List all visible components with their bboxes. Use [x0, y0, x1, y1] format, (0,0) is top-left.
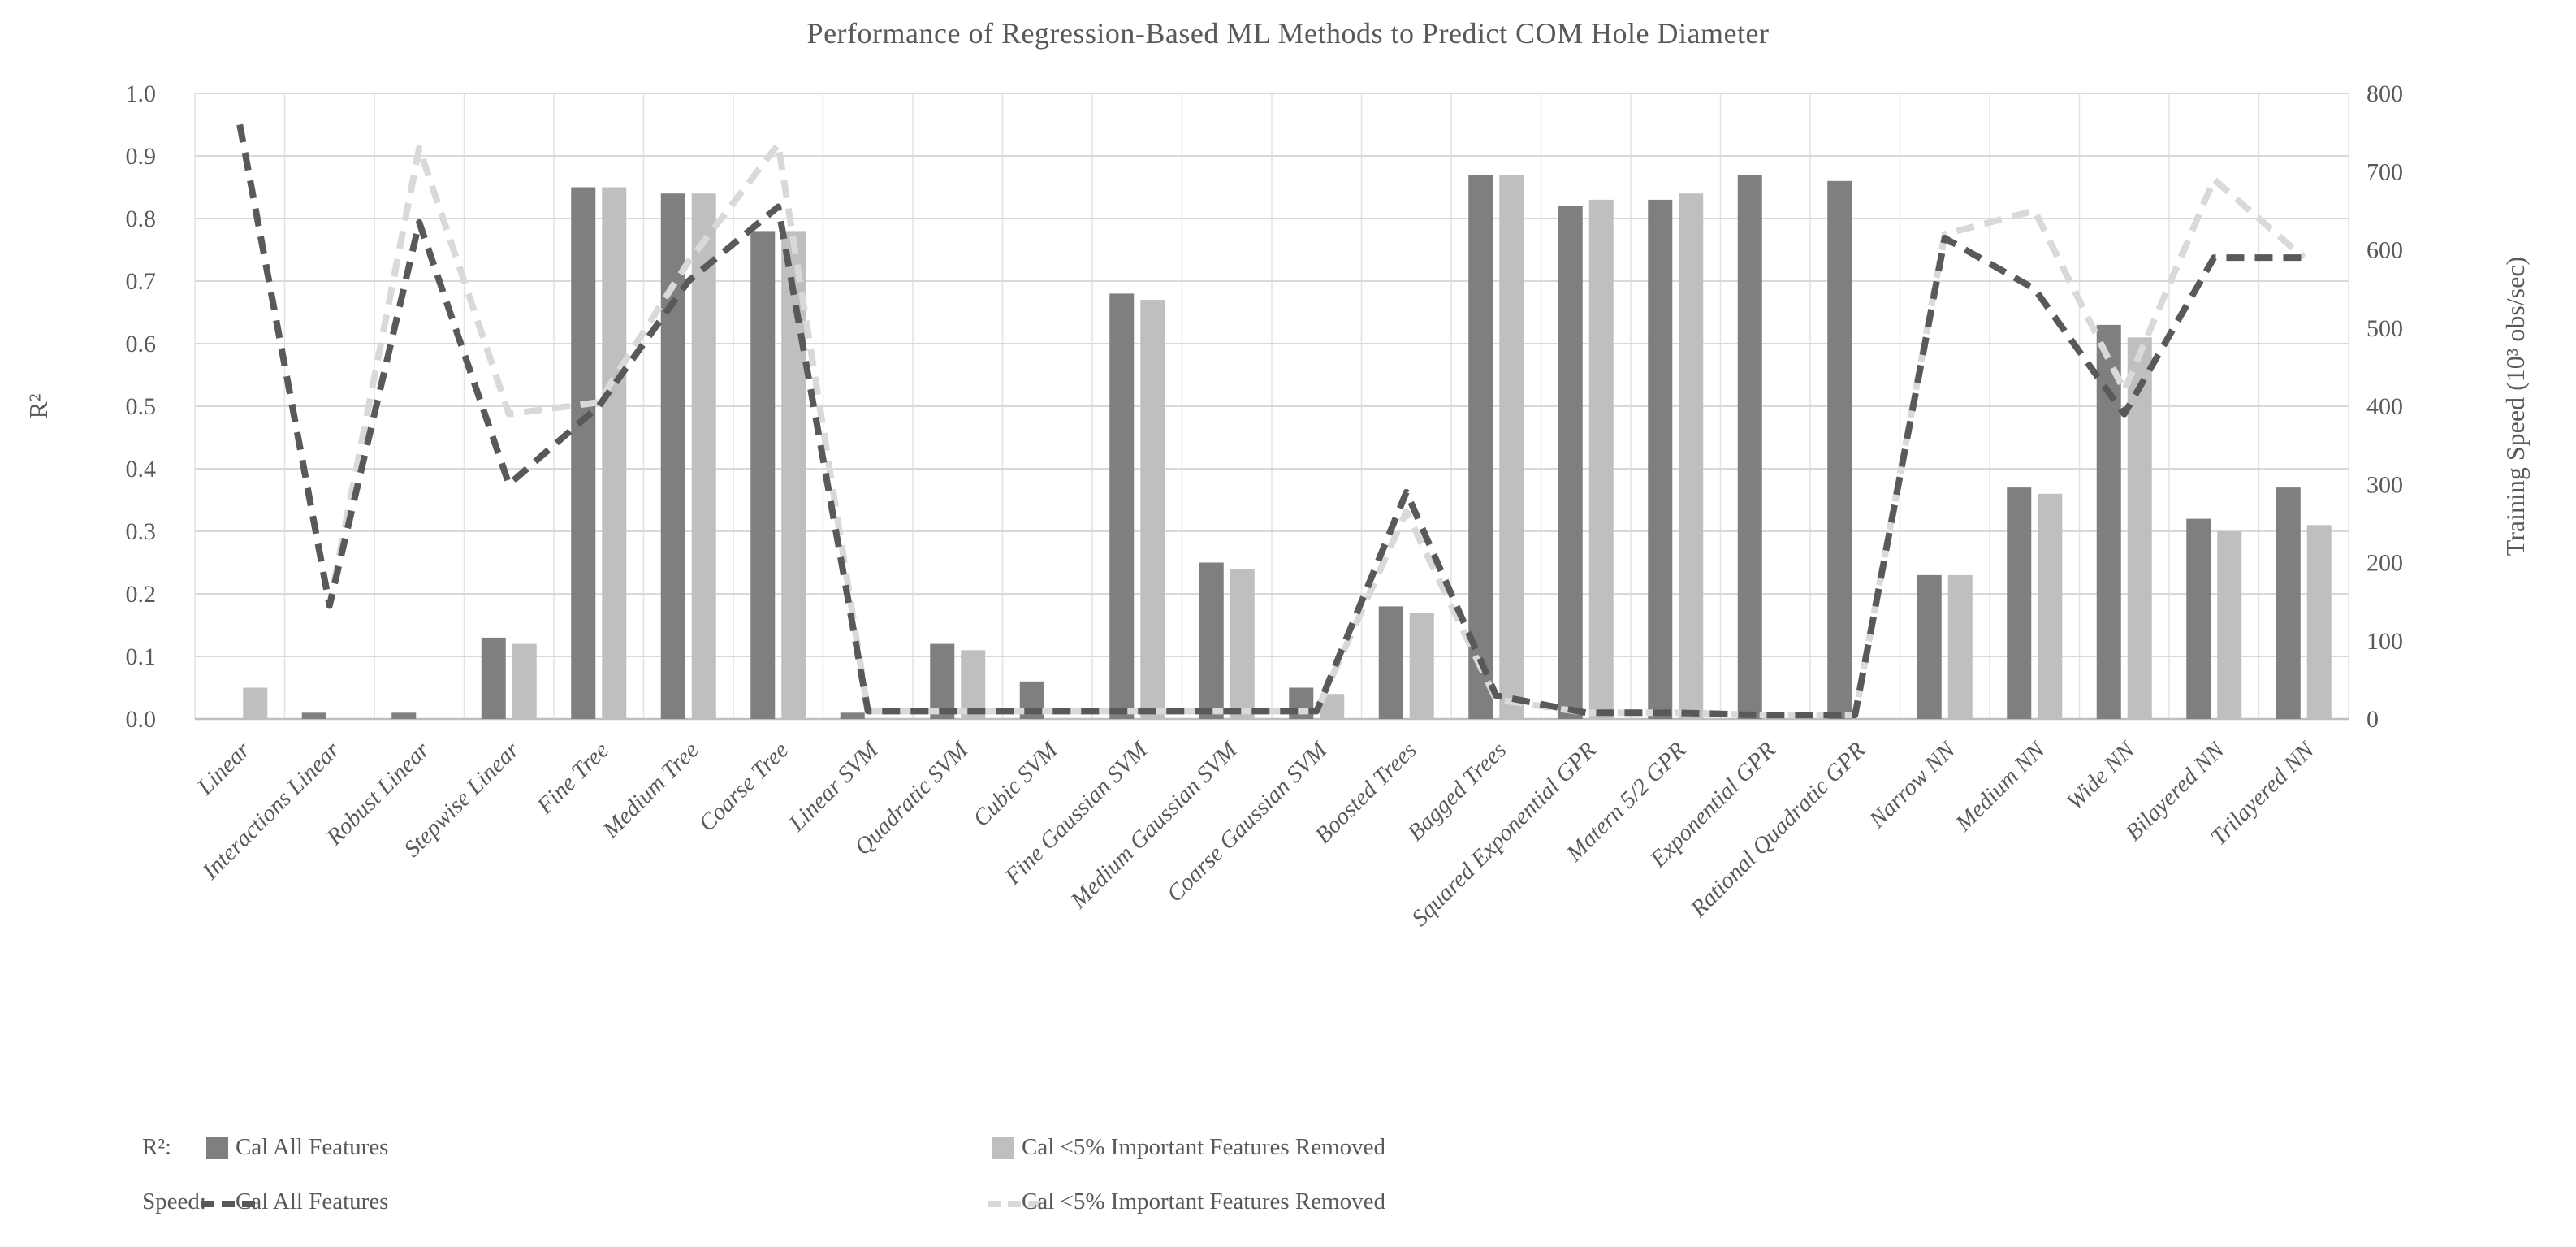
left-tick-label: 0.9	[126, 143, 157, 170]
left-axis-title: R²	[24, 394, 53, 419]
bar-features-removed-21	[2127, 337, 2152, 719]
category-label-11: Medium Gaussian SVM	[1065, 736, 1243, 914]
bar-features-removed-23	[2306, 525, 2332, 719]
chart-title: Performance of Regression-Based ML Metho…	[806, 17, 1770, 50]
left-tick-label: 0.4	[126, 456, 157, 483]
bar-features-removed-16	[1679, 193, 1704, 719]
category-label-18: Rational Quadratic GPR	[1685, 737, 1871, 923]
bar-features-removed-10	[1140, 300, 1165, 720]
bar-features-removed-15	[1588, 199, 1614, 719]
bar-all-features-19	[1917, 574, 1942, 719]
bar-all-features-5	[660, 193, 685, 719]
bar-all-features-20	[2007, 487, 2032, 719]
category-label-15: Squared Exponential GPR	[1407, 737, 1601, 932]
legend-speed-label: Speed:	[142, 1189, 206, 1215]
bar-all-features-15	[1558, 206, 1583, 720]
left-tick-label: 0.8	[126, 206, 157, 232]
right-tick-label: 300	[2366, 471, 2403, 498]
bar-all-features-4	[571, 187, 596, 719]
bar-all-features-10	[1109, 293, 1135, 719]
category-label-4: Fine Tree	[531, 737, 614, 820]
right-axis-title: Training Speed (10³ obs/sec)	[2500, 257, 2530, 556]
category-label-12: Coarse Gaussian SVM	[1162, 736, 1333, 907]
legend-line-series-1-label: Cal All Features	[236, 1189, 389, 1215]
right-tick-label: 0	[2366, 706, 2379, 733]
bar-all-features-3	[481, 637, 506, 719]
speed-line-features-removed	[236, 123, 2306, 719]
bar-all-features-1	[301, 712, 326, 719]
category-label-9: Cubic SVM	[968, 736, 1064, 832]
left-tick-label: 0.3	[126, 518, 157, 545]
bar-features-removed-11	[1230, 569, 1255, 719]
bar-features-removed-14	[1499, 175, 1524, 720]
legend-line-series-2-label: Cal <5% Important Features Removed	[1022, 1189, 1386, 1215]
bar-features-removed-22	[2217, 531, 2242, 719]
right-tick-label: 800	[2366, 80, 2403, 107]
right-tick-label: 100	[2366, 628, 2403, 655]
bar-all-features-18	[1827, 180, 1852, 720]
category-label-0: Linear	[192, 737, 256, 801]
legend-swatch-bar-all-features	[206, 1137, 228, 1159]
left-tick-label: 0.6	[126, 331, 157, 357]
combo-chart: 0.0 0.1 0.2 0.3 0.4 0.5 0.6 0.7 0.8 0.9 1.0 0 100 200…	[24, 80, 2530, 932]
legend-swatch-bar-features-removed	[992, 1137, 1014, 1159]
right-tick-label: 200	[2366, 550, 2403, 577]
right-tick-label: 600	[2366, 237, 2403, 264]
speed-line-all-features	[236, 123, 2304, 719]
bar-all-features-17	[1737, 175, 1762, 720]
legend-swatch-line-all-features	[201, 1201, 255, 1207]
axis-text: 0.0 0.1 0.2 0.3 0.4 0.5 0.6 0.7 0.8 0.9 1.0 0 100 200…	[24, 80, 2530, 932]
left-tick-label: 0.7	[126, 268, 157, 295]
bar-features-removed-20	[2038, 493, 2063, 719]
category-label-5: Medium Tree	[597, 737, 703, 843]
bar-features-removed-8	[961, 650, 986, 719]
bar-all-features-16	[1648, 199, 1673, 719]
right-tick-label: 700	[2366, 158, 2403, 185]
category-label-21: Wide NN	[2062, 736, 2141, 815]
bar-all-features-8	[930, 643, 955, 719]
category-label-20: Medium NN	[1950, 736, 2051, 837]
legend-bar-series-2-label: Cal <5% Important Features Removed	[1022, 1134, 1386, 1160]
left-tick-label: 0.2	[126, 581, 157, 608]
legend-r2-label: R²:	[142, 1134, 172, 1160]
right-tick-label: 500	[2366, 315, 2403, 342]
bar-features-removed-0	[243, 687, 268, 719]
bar-all-features-11	[1199, 562, 1224, 719]
bar-all-features-6	[750, 231, 776, 719]
bar-features-removed-5	[691, 193, 716, 719]
gridlines	[194, 93, 2349, 721]
bar-all-features-2	[391, 712, 417, 719]
legend-swatch-line-features-removed	[988, 1201, 1041, 1207]
bar-features-removed-4	[602, 187, 627, 719]
bar-features-removed-19	[1947, 574, 1973, 719]
bar-all-features-13	[1378, 606, 1403, 719]
category-label-6: Coarse Tree	[694, 737, 793, 837]
bars	[243, 175, 2332, 720]
bar-features-removed-3	[512, 643, 537, 719]
bar-all-features-23	[2276, 487, 2301, 719]
left-tick-label: 1.0	[126, 80, 157, 107]
bar-all-features-22	[2186, 518, 2211, 719]
bar-features-removed-6	[781, 231, 806, 719]
left-tick-label: 0.0	[126, 706, 157, 733]
bar-features-removed-13	[1409, 613, 1434, 719]
bar-all-features-14	[1468, 175, 1493, 720]
right-tick-label: 400	[2366, 393, 2403, 420]
left-tick-label: 0.1	[126, 643, 157, 670]
left-tick-label: 0.5	[126, 393, 157, 420]
category-label-19: Narrow NN	[1864, 736, 1961, 833]
bar-all-features-7	[840, 712, 865, 719]
speed-lines	[236, 123, 2306, 719]
legend-bar-series-1-label: Cal All Features	[236, 1134, 389, 1160]
